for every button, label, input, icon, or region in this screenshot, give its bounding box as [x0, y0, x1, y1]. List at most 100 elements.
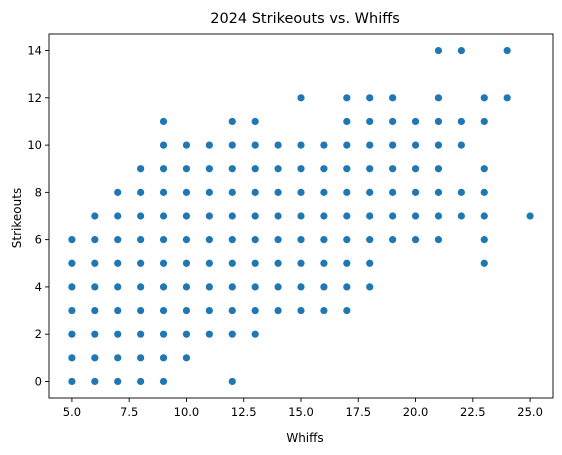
data-point [251, 212, 259, 220]
x-axis: 5.0 7.5 10.0 12.5 15.0 17.5 20.0 22.5 25.0 [63, 398, 543, 419]
y-tick-label: 14 [27, 44, 42, 58]
data-point [228, 141, 236, 149]
data-point [159, 283, 168, 291]
data-point [205, 141, 213, 149]
data-point [411, 236, 420, 244]
data-point [114, 212, 122, 220]
data-point [411, 212, 420, 220]
data-point [297, 165, 305, 173]
data-point [137, 306, 145, 315]
data-point [137, 354, 145, 362]
data-point [274, 259, 282, 267]
data-point [68, 236, 76, 244]
data-point [114, 283, 122, 291]
data-point [182, 212, 191, 220]
data-point [182, 188, 191, 196]
data-point [114, 259, 122, 267]
data-point [480, 117, 488, 126]
y-tick-label: 6 [35, 233, 42, 247]
data-point [411, 141, 420, 149]
y-tick-label: 12 [27, 91, 42, 105]
data-point [297, 259, 305, 267]
data-point [159, 330, 168, 338]
chart-title: 2024 Strikeouts vs. Whiffs [210, 11, 400, 27]
data-point [503, 46, 511, 55]
data-point [343, 283, 351, 291]
data-point [205, 306, 213, 315]
data-point [251, 283, 259, 291]
data-point [457, 117, 465, 126]
data-point [457, 212, 465, 220]
x-tick-label: 17.5 [345, 405, 371, 419]
data-point [320, 165, 328, 173]
data-point [503, 94, 511, 102]
data-point [182, 330, 191, 338]
data-point [182, 306, 191, 315]
data-point [389, 212, 397, 220]
data-point [320, 212, 328, 220]
data-point [320, 141, 328, 149]
y-axis: 0 2 4 6 8 10 12 14 [27, 44, 49, 388]
data-point [182, 354, 191, 362]
data-point [434, 236, 443, 244]
data-point [366, 236, 374, 244]
data-point [159, 212, 168, 220]
data-point [205, 188, 213, 196]
data-point [228, 212, 236, 220]
data-point [297, 236, 305, 244]
data-point [343, 141, 351, 149]
data-point [320, 236, 328, 244]
x-tick-label: 25.0 [517, 405, 543, 419]
x-tick-label: 10.0 [174, 405, 200, 419]
data-point [228, 117, 236, 126]
x-tick-label: 7.5 [120, 405, 138, 419]
data-point [389, 236, 397, 244]
data-point [389, 117, 397, 126]
data-point [480, 259, 488, 267]
data-point [320, 188, 328, 196]
data-point [480, 188, 488, 196]
data-point [91, 354, 99, 362]
data-point [434, 94, 443, 102]
data-point [343, 236, 351, 244]
data-point [91, 236, 99, 244]
data-point [320, 306, 328, 315]
data-point [228, 330, 236, 338]
data-point [228, 259, 236, 267]
y-tick-label: 10 [27, 138, 42, 152]
data-point [274, 306, 282, 315]
data-point [320, 283, 328, 291]
data-point [251, 306, 259, 315]
data-point [91, 212, 99, 220]
data-point [297, 188, 305, 196]
data-point [366, 188, 374, 196]
data-point [343, 117, 351, 126]
data-point [228, 283, 236, 291]
data-point [114, 306, 122, 315]
data-point [251, 259, 259, 267]
x-tick-label: 5.0 [63, 405, 81, 419]
data-point [274, 188, 282, 196]
data-point [137, 377, 145, 386]
data-point [68, 259, 76, 267]
data-point [434, 188, 443, 196]
data-point [137, 236, 145, 244]
data-point [457, 46, 465, 55]
data-point [159, 141, 168, 149]
data-point [343, 188, 351, 196]
data-point [182, 259, 191, 267]
data-point [68, 377, 76, 386]
data-point [68, 283, 76, 291]
data-point [297, 141, 305, 149]
data-point [68, 330, 76, 338]
data-point [137, 165, 145, 173]
data-point [68, 306, 76, 315]
data-point [205, 283, 213, 291]
data-point [274, 141, 282, 149]
data-point [389, 94, 397, 102]
data-point [159, 306, 168, 315]
data-point [205, 236, 213, 244]
y-tick-label: 4 [35, 280, 42, 294]
